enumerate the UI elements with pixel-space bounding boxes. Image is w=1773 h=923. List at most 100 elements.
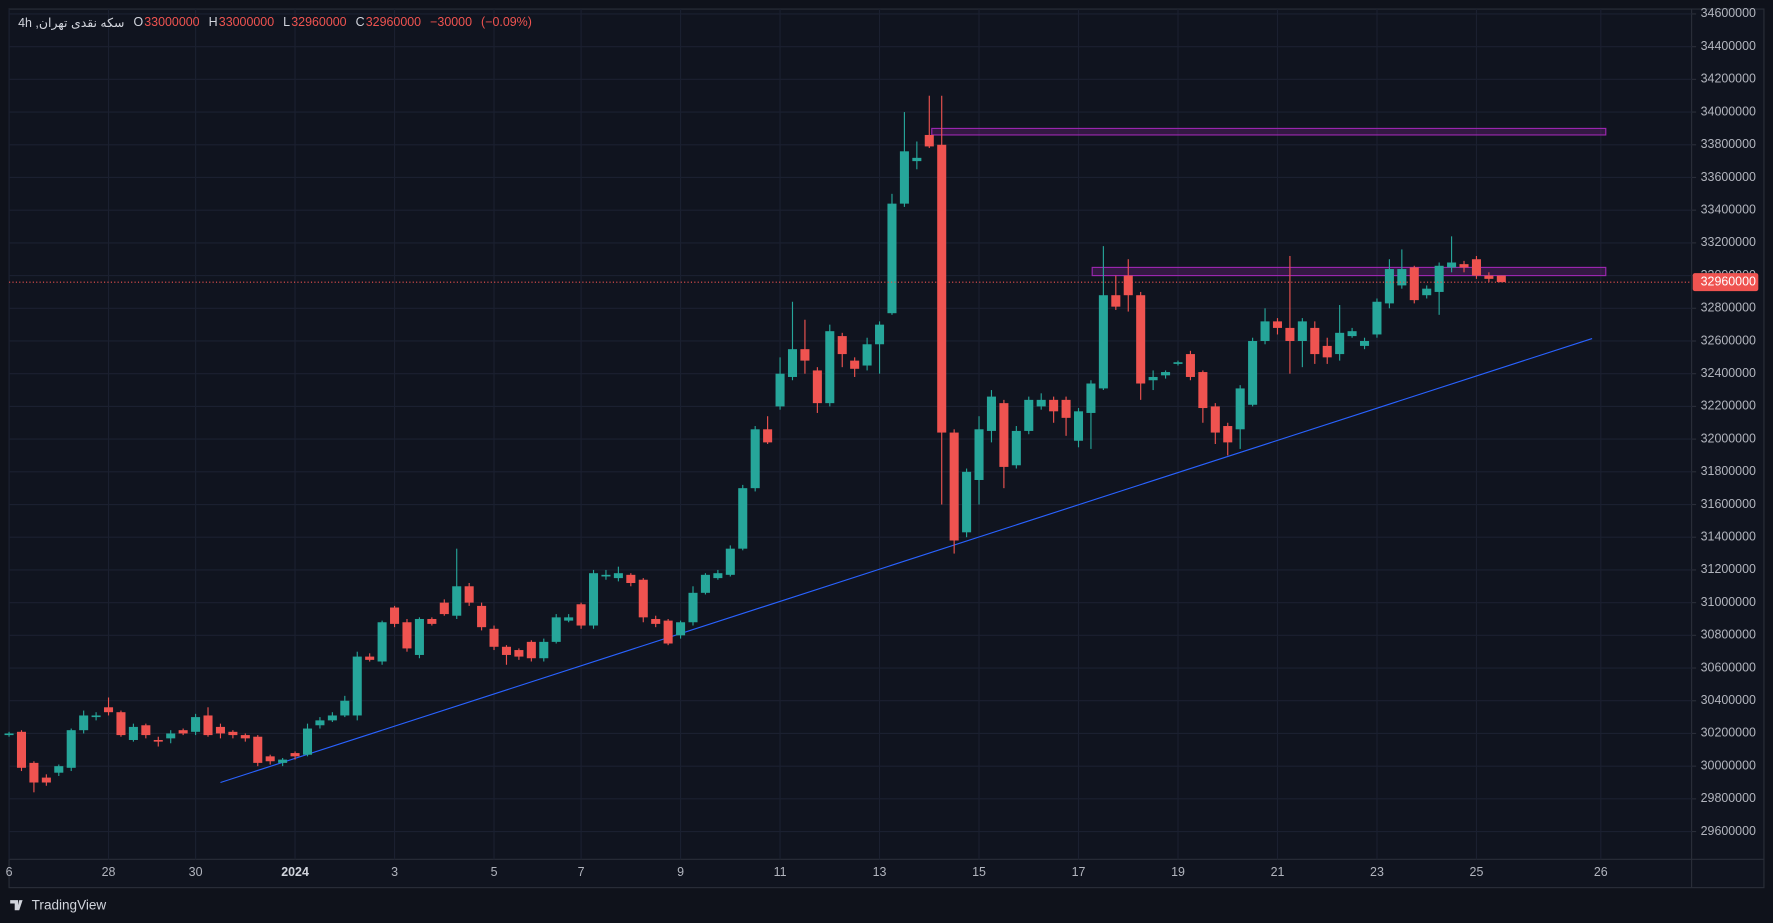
candle-body: [1397, 269, 1407, 286]
y-tick-label: 29800000: [1701, 791, 1756, 805]
candle-body: [203, 715, 213, 736]
candle-body: [141, 725, 151, 736]
candle-body: [1434, 265, 1444, 292]
candle-body: [800, 349, 810, 361]
candle-body: [1347, 331, 1357, 337]
candle-body: [390, 607, 400, 624]
marks: [4, 95, 1692, 793]
candle-body: [825, 331, 835, 404]
candle-body: [1011, 430, 1021, 466]
candle-body: [452, 586, 462, 616]
candle-body: [576, 604, 586, 626]
candle-body: [638, 579, 648, 618]
candle-body: [937, 144, 947, 433]
y-tick-label: 32800000: [1701, 301, 1756, 315]
y-tick-label: 31200000: [1701, 562, 1756, 576]
candle-body: [651, 618, 661, 624]
candle-body: [1285, 327, 1295, 341]
candle-body: [1360, 340, 1370, 346]
candle-body: [1148, 376, 1158, 381]
candle-body: [899, 151, 909, 204]
candle-body: [986, 396, 996, 431]
x-tick-label: 2024: [281, 865, 309, 879]
candle-body: [414, 618, 424, 655]
ohlc-key: O: [133, 15, 144, 30]
candle-body: [1086, 383, 1096, 413]
logo-mark: [10, 900, 23, 911]
candle-body: [924, 134, 934, 147]
candle-body: [1210, 406, 1220, 433]
candle-body: [79, 715, 89, 731]
candle-body: [66, 730, 76, 768]
candle-body: [962, 471, 972, 533]
y-tick-label: 32600000: [1701, 333, 1756, 347]
candle-body: [116, 712, 126, 736]
candle-body: [1073, 411, 1084, 441]
candle-body: [1223, 426, 1233, 443]
candle-body: [427, 618, 437, 624]
candle-body: [477, 605, 487, 628]
y-tick-label: 33200000: [1701, 235, 1756, 249]
y-tick-label: 32000000: [1701, 431, 1756, 445]
candle-body: [41, 777, 51, 783]
candle-body: [1260, 321, 1270, 341]
candle-body: [1248, 340, 1258, 405]
candle-body: [191, 717, 201, 732]
zone: [1091, 266, 1607, 277]
x-tick-label: 23: [1370, 865, 1384, 879]
x-tick-label: 19: [1171, 865, 1185, 879]
ohlc-key: C: [355, 15, 365, 30]
candle-body: [1335, 332, 1345, 355]
candle-body: [1471, 259, 1481, 276]
candle-body: [1123, 275, 1133, 296]
candle-body: [439, 602, 449, 615]
candle-body: [16, 731, 27, 768]
candle-body: [1173, 362, 1183, 364]
ohlc-value: 32960000: [365, 15, 422, 30]
candle-body: [601, 574, 611, 577]
y-tick-label: 30400000: [1701, 693, 1756, 707]
candle-body: [875, 324, 885, 345]
x-tick-label: 3: [391, 865, 398, 879]
candle-body: [850, 360, 860, 369]
candle-body: [4, 733, 14, 736]
candle-body: [775, 373, 785, 407]
y-tick-label: 33400000: [1701, 202, 1756, 216]
y-tick-label: 33800000: [1701, 137, 1756, 151]
candle-body: [228, 731, 238, 736]
candle-body: [1061, 399, 1071, 418]
candle-body: [1198, 372, 1208, 409]
x-tick-label: 21: [1271, 865, 1285, 879]
candle-body: [626, 574, 636, 584]
candle-body: [787, 349, 798, 377]
candle-body: [613, 573, 623, 579]
candle-body: [1384, 269, 1394, 304]
candle-body: [377, 622, 387, 662]
y-tick-label: 34400000: [1701, 39, 1756, 53]
y-tick-label: 30800000: [1701, 628, 1756, 642]
x-tick-label: 15: [972, 865, 986, 879]
x-tick-label: 11: [774, 865, 787, 879]
candle-body: [514, 650, 524, 657]
candle-body: [887, 203, 897, 314]
candle-body: [663, 620, 673, 644]
candle-body: [1372, 301, 1382, 335]
candle-body: [949, 432, 959, 541]
candle-body: [725, 548, 735, 575]
y-tick-label: 30200000: [1701, 726, 1756, 740]
change: −30000: [430, 15, 473, 30]
candle-body: [265, 756, 275, 762]
y-tick-label: 32200000: [1701, 399, 1756, 413]
candle-body: [104, 707, 114, 713]
y-tick-label: 34200000: [1701, 72, 1756, 86]
ohlc-value: 33000000: [218, 15, 275, 30]
candle-body: [1235, 388, 1245, 430]
candle-body: [1310, 327, 1320, 355]
candle-body: [1098, 295, 1108, 389]
candle-body: [302, 728, 313, 755]
change-percent: (−0.09%): [481, 15, 532, 30]
candle-body: [1484, 275, 1494, 279]
y-tick-label: 30600000: [1701, 660, 1756, 674]
candle-body: [1447, 262, 1457, 268]
